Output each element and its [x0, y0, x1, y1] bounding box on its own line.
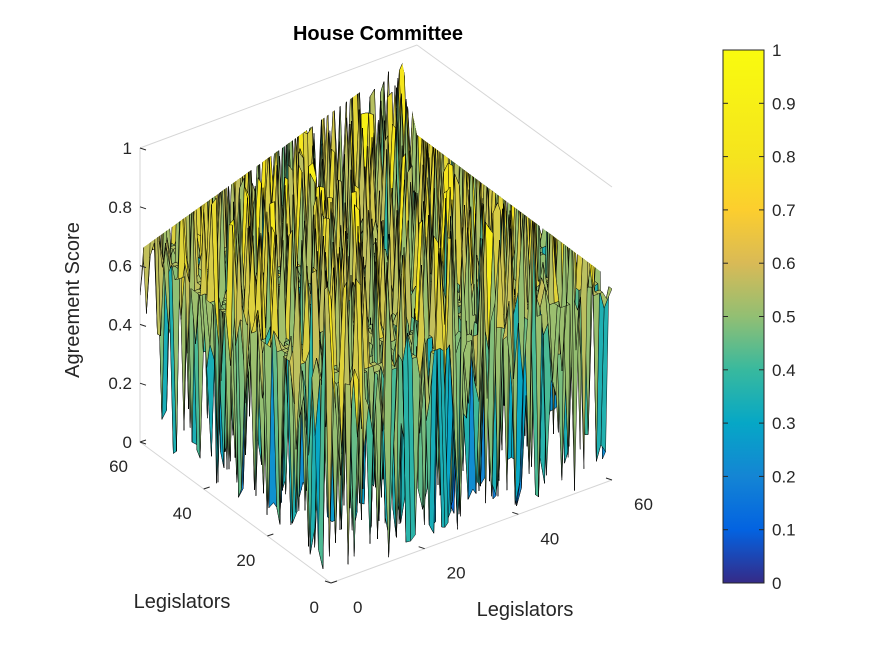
z-tick-label: 0.2 [108, 374, 132, 393]
colorbar-tick-label: 0.5 [772, 308, 796, 327]
y-tick-label: 40 [173, 504, 192, 523]
x-tick-label: 40 [540, 529, 559, 548]
z-tick [139, 382, 147, 386]
surface-cell [142, 159, 152, 314]
y-tick [203, 486, 210, 490]
y-tick [330, 580, 338, 584]
x-tick [418, 546, 425, 550]
z-tick-label: 1 [123, 139, 132, 158]
surface-cell [144, 159, 153, 251]
z-tick [139, 206, 147, 210]
y-tick-label: 60 [109, 457, 128, 476]
colorbar-tick-label: 0.2 [772, 467, 796, 486]
x-axis: 0 20 40 60 [324, 477, 653, 617]
x-tick [605, 477, 613, 481]
y-tick-label: 20 [236, 551, 255, 570]
x-tick-label: 0 [353, 598, 362, 617]
colorbar-tick-label: 0.6 [772, 254, 796, 273]
z-tick-label: 0 [123, 433, 132, 452]
colorbar-tick-label: 0.9 [772, 94, 796, 113]
z-tick-label: 0.8 [108, 198, 132, 217]
colorbar-tick-label: 0.1 [772, 521, 796, 540]
y-axis-label: Legislators [134, 591, 231, 613]
colorbar-gradient [722, 49, 765, 584]
x-tick-label: 20 [447, 564, 466, 583]
x-tick [512, 511, 519, 515]
y-tick [267, 533, 274, 537]
colorbar-tick-label: 1 [772, 41, 781, 60]
colorbar-tick-label: 0.3 [772, 414, 796, 433]
z-tick [139, 147, 147, 151]
colorbar-tick-label: 0 [772, 574, 781, 593]
surface-plot [140, 62, 612, 569]
colorbar-tick-label: 0.7 [772, 201, 796, 220]
x-tick-label: 60 [634, 495, 653, 514]
surface-cell [416, 62, 425, 150]
x-axis-label: Legislators [477, 599, 574, 621]
y-tick-label: 0 [310, 598, 319, 617]
colorbar-tick-label: 0.4 [772, 361, 796, 380]
z-tick [139, 323, 147, 327]
colorbar: 0 0.1 0.2 0.3 0.4 0.5 0.6 0.7 0.8 0.9 1 [722, 41, 796, 593]
z-tick-label: 0.6 [108, 257, 132, 276]
z-axis-label: Agreement Score [62, 222, 84, 378]
surface-cell [152, 154, 161, 251]
z-tick-label: 0.4 [108, 315, 132, 334]
colorbar-tick-label: 0.8 [772, 148, 796, 167]
y-tick [139, 439, 147, 443]
chart-title: House Committee [293, 23, 463, 45]
surface-cell [147, 154, 156, 250]
